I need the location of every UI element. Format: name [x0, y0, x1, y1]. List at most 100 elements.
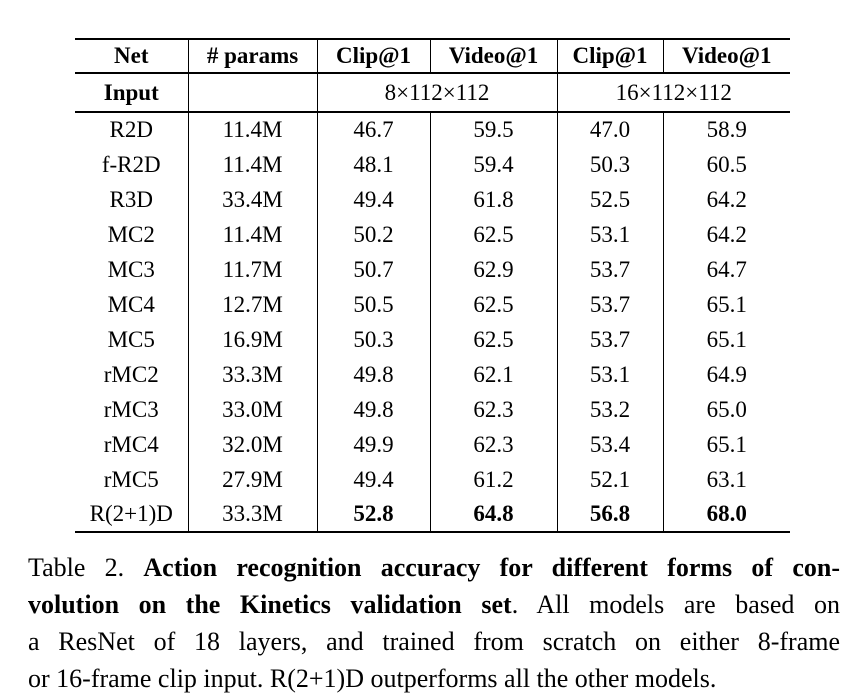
caption-line-4: or 16-frame clip input. R(2+1)D outperfo…	[28, 660, 840, 697]
value-cell: 49.4	[317, 182, 431, 217]
value-cell: 64.2	[706, 221, 747, 247]
value-cell: 64.8	[430, 497, 558, 533]
net-cell: R(2+1)D	[75, 497, 189, 533]
value-cell: 64.7	[706, 256, 747, 282]
params-cell: 11.7M	[188, 252, 318, 287]
value-cell: 62.1	[430, 357, 558, 392]
value-cell: 47.0	[557, 112, 664, 147]
params-cell: 11.4M	[188, 147, 318, 182]
column-header-3: Video@1	[430, 38, 558, 74]
value-cell: 50.7	[317, 252, 431, 287]
net-cell: R2D	[75, 112, 189, 147]
column-header-5: Video@1	[663, 38, 790, 74]
value-cell: 52.1	[557, 462, 664, 497]
net-cell: rMC2	[75, 357, 189, 392]
table-row-rMC3: rMC3 33.0M 49.8 62.3 53.2 65.0	[75, 392, 790, 427]
net-cell: rMC3	[75, 392, 189, 427]
value-cell: 65.1	[706, 326, 747, 352]
value-cell: 60.5	[706, 151, 747, 177]
input-row-label: Input	[75, 73, 189, 113]
column-header-2: Clip@1	[317, 38, 431, 74]
params-cell: 33.3M	[188, 497, 318, 533]
caption-text: Table 2.	[28, 553, 144, 582]
table-row-MC3: MC3 11.7M 50.7 62.9 53.7 64.7	[75, 252, 790, 287]
net-cell: R3D	[75, 182, 189, 217]
value-cell: 61.2	[430, 462, 558, 497]
net-cell: rMC4	[75, 427, 189, 462]
value-cell: 59.4	[430, 147, 558, 182]
net-cell: MC5	[75, 322, 189, 357]
table-row-R3D: R3D 33.4M 49.4 61.8 52.5 64.2	[75, 182, 790, 217]
params-cell: 33.4M	[188, 182, 318, 217]
net-cell: MC2	[75, 217, 189, 252]
value-cell: 49.4	[317, 462, 431, 497]
value-cell: 53.2	[557, 392, 664, 427]
value-cell: 62.3	[430, 392, 558, 427]
value-cell: 59.5	[430, 112, 558, 147]
net-cell: MC3	[75, 252, 189, 287]
results-table: Net # params Clip@1 Video@1 Clip@1 Video@1 In…	[75, 38, 790, 533]
caption-line-2: volution on the Kinetics validation set.…	[28, 586, 840, 623]
value-cell: 53.7	[557, 252, 664, 287]
value-cell: 62.5	[430, 322, 558, 357]
table-row-MC2: MC2 11.4M 50.2 62.5 53.1 64.2	[75, 217, 790, 252]
params-cell: 11.4M	[188, 112, 318, 147]
value-cell: 53.7	[557, 322, 664, 357]
params-cell: 33.0M	[188, 392, 318, 427]
caption-text: . All models are based on	[511, 590, 840, 619]
value-cell: 49.8	[317, 357, 431, 392]
value-cell: 46.7	[317, 112, 431, 147]
table-row-R(2+1)D: R(2+1)D 33.3M 52.8 64.8 56.8 68.0	[75, 497, 790, 533]
table-row-rMC4: rMC4 32.0M 49.9 62.3 53.4 65.1	[75, 427, 790, 462]
value-cell: 65.1	[706, 291, 747, 317]
value-cell: 62.5	[430, 287, 558, 322]
table-row-f-R2D: f-R2D 11.4M 48.1 59.4 50.3 60.5	[75, 147, 790, 182]
value-cell: 50.3	[317, 322, 431, 357]
value-cell: 62.3	[430, 427, 558, 462]
header-row: Net # params Clip@1 Video@1 Clip@1 Video@1	[75, 38, 790, 74]
caption-bold-text: volution on the Kinetics validation set	[28, 590, 512, 619]
value-cell: 53.1	[557, 357, 664, 392]
input-size-span-1: 16×112×112	[557, 73, 790, 113]
value-cell: 53.4	[557, 427, 664, 462]
column-header-0: Net	[75, 38, 189, 74]
value-cell: 50.3	[557, 147, 664, 182]
column-header-1: # params	[188, 38, 318, 74]
value-cell: 52.5	[557, 182, 664, 217]
params-cell: 11.4M	[188, 217, 318, 252]
value-cell: 64.9	[706, 361, 747, 387]
caption-line-3: a ResNet of 18 layers, and trained from …	[28, 623, 840, 660]
value-cell: 53.1	[557, 217, 664, 252]
table-row-rMC5: rMC5 27.9M 49.4 61.2 52.1 63.1	[75, 462, 790, 497]
params-cell: 12.7M	[188, 287, 318, 322]
value-cell: 50.5	[317, 287, 431, 322]
value-cell: 61.8	[430, 182, 558, 217]
value-cell: 56.8	[557, 497, 664, 533]
value-cell: 48.1	[317, 147, 431, 182]
input-size-span-0: 8×112×112	[317, 73, 558, 113]
params-cell: 33.3M	[188, 357, 318, 392]
value-cell: 50.2	[317, 217, 431, 252]
params-cell: 16.9M	[188, 322, 318, 357]
value-cell: 65.1	[706, 431, 747, 457]
input-row: Input 8×112×112 16×112×112	[75, 73, 790, 113]
value-cell: 65.0	[706, 396, 747, 422]
table-row-R2D: R2D 11.4M 46.7 59.5 47.0 58.9	[75, 112, 790, 147]
value-cell: 58.9	[706, 117, 747, 142]
value-cell: 62.9	[430, 252, 558, 287]
table-head: Net # params Clip@1 Video@1 Clip@1 Video@1 In…	[75, 38, 790, 113]
caption-line-1: Table 2. Action recognition accuracy for…	[28, 549, 840, 586]
caption-text: or 16-frame clip input. R(2+1)D outperfo…	[28, 664, 717, 693]
net-cell: rMC5	[75, 462, 189, 497]
value-cell: 49.8	[317, 392, 431, 427]
value-cell: 53.7	[557, 287, 664, 322]
value-cell: 68.0	[663, 497, 790, 533]
params-cell: 27.9M	[188, 462, 318, 497]
value-cell: 64.2	[706, 186, 747, 212]
table-body: R2D 11.4M 46.7 59.5 47.0 58.9 f-R2D 11.4M 48.1 59…	[75, 112, 790, 533]
params-cell: 32.0M	[188, 427, 318, 462]
caption-text: a ResNet of 18 layers, and trained from …	[28, 627, 840, 656]
table-row-MC5: MC5 16.9M 50.3 62.5 53.7 65.1	[75, 322, 790, 357]
net-cell: MC4	[75, 287, 189, 322]
